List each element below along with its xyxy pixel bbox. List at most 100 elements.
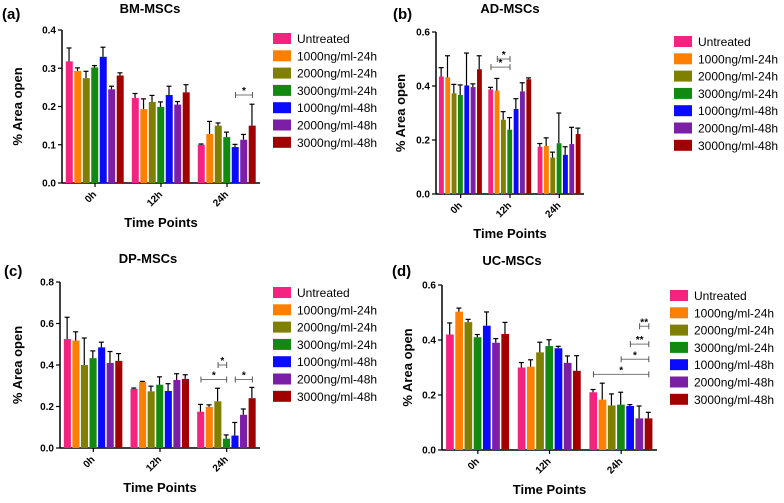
bar-24h-4 xyxy=(231,147,239,183)
bar-12h-1 xyxy=(139,382,147,448)
x-tick-label: 12h xyxy=(534,456,554,476)
y-tick-label: 0.1 xyxy=(42,140,56,151)
bar-0h-2 xyxy=(82,78,90,183)
y-tick-label: 0.2 xyxy=(422,391,436,402)
bar-24h-5 xyxy=(240,414,248,448)
legend-label: 1000ng/ml-48h xyxy=(297,101,377,115)
legend-swatch xyxy=(674,87,692,99)
bar-0h-6 xyxy=(115,360,123,448)
bar-24h-0 xyxy=(197,411,205,448)
x-tick-label: 0h xyxy=(83,189,99,205)
bar-24h-1 xyxy=(205,406,213,448)
bar-12h-6 xyxy=(181,378,189,448)
legend-swatch xyxy=(273,136,291,148)
bar-12h-5 xyxy=(563,362,572,450)
legend-swatch xyxy=(273,84,291,96)
bar-0h-4 xyxy=(464,85,470,194)
significance-label: ** xyxy=(636,335,644,346)
y-axis-label: % Area open xyxy=(10,326,25,404)
bar-0h-3 xyxy=(473,337,482,450)
chart-title: BM-MSCs xyxy=(120,1,181,16)
legend-label: 2000ng/ml-24h xyxy=(694,324,774,338)
bar-12h-3 xyxy=(156,384,164,448)
panel-letter: (c) xyxy=(4,263,22,280)
significance-label: * xyxy=(633,350,637,361)
x-tick-label: 0h xyxy=(81,454,97,470)
legend-label: 2000ng/ml-24h xyxy=(297,321,377,335)
bar-0h-4 xyxy=(482,325,491,450)
bar-0h-6 xyxy=(501,333,510,450)
x-tick-label: 0h xyxy=(466,456,482,472)
bar-12h-2 xyxy=(147,391,155,448)
legend-label: 1000ng/ml-48h xyxy=(694,358,774,372)
legend-swatch xyxy=(273,373,291,385)
legend-label: 1000ng/ml-24h xyxy=(297,49,377,63)
bar-12h-2 xyxy=(536,352,544,450)
y-axis-label: % Area open xyxy=(393,74,408,152)
x-axis-label: Time Points xyxy=(513,482,586,497)
bar-0h-2 xyxy=(464,322,473,450)
legend-label: 3000ng/ml-24h xyxy=(297,338,377,352)
bar-24h-0 xyxy=(589,392,598,450)
bar-24h-4 xyxy=(626,406,634,450)
x-tick-label: 24h xyxy=(543,200,563,220)
bar-24h-1 xyxy=(598,399,607,450)
legend-swatch xyxy=(273,102,291,114)
bar-12h-5 xyxy=(520,91,525,194)
significance-label: * xyxy=(502,50,506,61)
bar-0h-6 xyxy=(116,75,124,183)
bar-12h-0 xyxy=(517,367,526,450)
bar-0h-1 xyxy=(74,70,82,183)
bar-24h-6 xyxy=(248,398,256,448)
legend-label: 2000ng/ml-48h xyxy=(694,376,774,390)
y-tick-label: 0.2 xyxy=(40,402,54,413)
bar-24h-4 xyxy=(563,154,568,194)
x-tick-label: 12h xyxy=(145,189,165,209)
y-tick-label: 0.4 xyxy=(42,26,56,37)
legend-label: Untreated xyxy=(694,289,747,303)
significance-label: * xyxy=(242,371,246,382)
bar-24h-0 xyxy=(197,144,205,183)
legend-swatch xyxy=(674,70,692,82)
bar-24h-0 xyxy=(537,146,543,194)
legend-swatch xyxy=(674,122,692,134)
x-tick-label: 24h xyxy=(605,456,625,476)
y-tick-label: 0.0 xyxy=(416,190,430,201)
bar-12h-1 xyxy=(526,366,535,450)
legend: Untreated 1000ng/ml-24h 2000ng/ml-24h 3000n… xyxy=(273,32,377,150)
bar-0h-1 xyxy=(455,311,464,450)
bar-0h-5 xyxy=(492,342,500,450)
significance-label: * xyxy=(212,371,216,382)
bar-12h-5 xyxy=(174,104,182,183)
legend-label: 2000ng/ml-48h xyxy=(297,119,377,133)
bar-0h-0 xyxy=(65,61,73,183)
bar-12h-0 xyxy=(131,98,139,183)
panel-letter: (d) xyxy=(392,263,411,280)
bar-24h-1 xyxy=(206,134,214,183)
legend-swatch xyxy=(273,119,291,131)
chart-panel-dp-mscs: (c) DP-MSCs 0.0 0.2 0.4 0.6 0.8 0h 12h 24h * * * % Ar… xyxy=(4,251,377,495)
chart-panel-ad-mscs: (b) AD-MSCs 0.0 0.2 0.4 0.6 0h 12h 24h ** % Area o… xyxy=(393,1,778,241)
legend-swatch xyxy=(273,304,291,316)
x-axis-label: Time Points xyxy=(123,480,196,495)
chart-panel-bm-mscs: (a) BM-MSCs 0.0 0.1 0.2 0.3 0.4 0h 12h 24h * % Area… xyxy=(2,1,377,230)
legend-swatch xyxy=(670,376,688,388)
bar-24h-3 xyxy=(556,143,562,194)
bar-0h-5 xyxy=(108,89,116,183)
bar-24h-3 xyxy=(617,404,625,450)
y-tick-label: 0.0 xyxy=(42,179,56,190)
x-tick-label: 24h xyxy=(211,454,231,474)
chart-title: UC-MSCs xyxy=(482,253,541,268)
x-tick-label: 24h xyxy=(211,189,231,209)
legend-label: 2000ng/ml-48h xyxy=(698,122,778,136)
y-tick-label: 0.0 xyxy=(40,444,54,455)
legend-label: 3000ng/ml-48h xyxy=(698,139,778,153)
y-tick-label: 0.6 xyxy=(40,319,54,330)
bar-0h-0 xyxy=(438,76,444,194)
bar-12h-4 xyxy=(554,348,563,450)
y-tick-label: 0.4 xyxy=(416,82,430,93)
legend-label: 2000ng/ml-48h xyxy=(297,373,377,387)
panel-letter: (b) xyxy=(393,6,412,23)
legend-label: 2000ng/ml-24h xyxy=(297,67,377,81)
bar-0h-6 xyxy=(477,69,482,194)
